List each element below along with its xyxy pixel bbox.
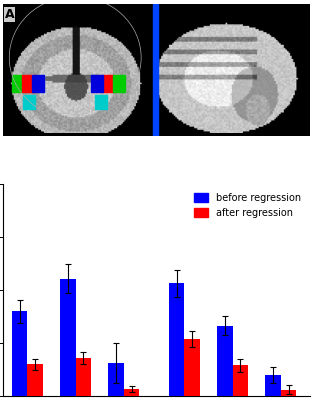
Bar bbox=[108, 363, 124, 396]
Bar bbox=[32, 75, 44, 92]
Bar bbox=[184, 339, 200, 396]
Bar bbox=[102, 75, 115, 92]
Bar bbox=[113, 75, 125, 92]
Bar bbox=[233, 365, 248, 396]
Bar bbox=[217, 326, 233, 396]
Bar bbox=[281, 390, 296, 396]
Bar bbox=[153, 4, 158, 136]
Bar bbox=[169, 283, 184, 396]
Bar bbox=[12, 75, 23, 92]
Bar bbox=[22, 75, 35, 92]
Bar bbox=[60, 278, 75, 396]
Text: A: A bbox=[5, 8, 14, 21]
Bar bbox=[27, 364, 43, 396]
Legend: before regression, after regression: before regression, after regression bbox=[190, 189, 305, 222]
Bar bbox=[75, 358, 91, 396]
Bar bbox=[12, 311, 27, 396]
Bar bbox=[95, 95, 107, 109]
Bar bbox=[124, 389, 139, 396]
Bar bbox=[91, 75, 103, 92]
Bar bbox=[23, 95, 35, 109]
Bar bbox=[265, 375, 281, 396]
